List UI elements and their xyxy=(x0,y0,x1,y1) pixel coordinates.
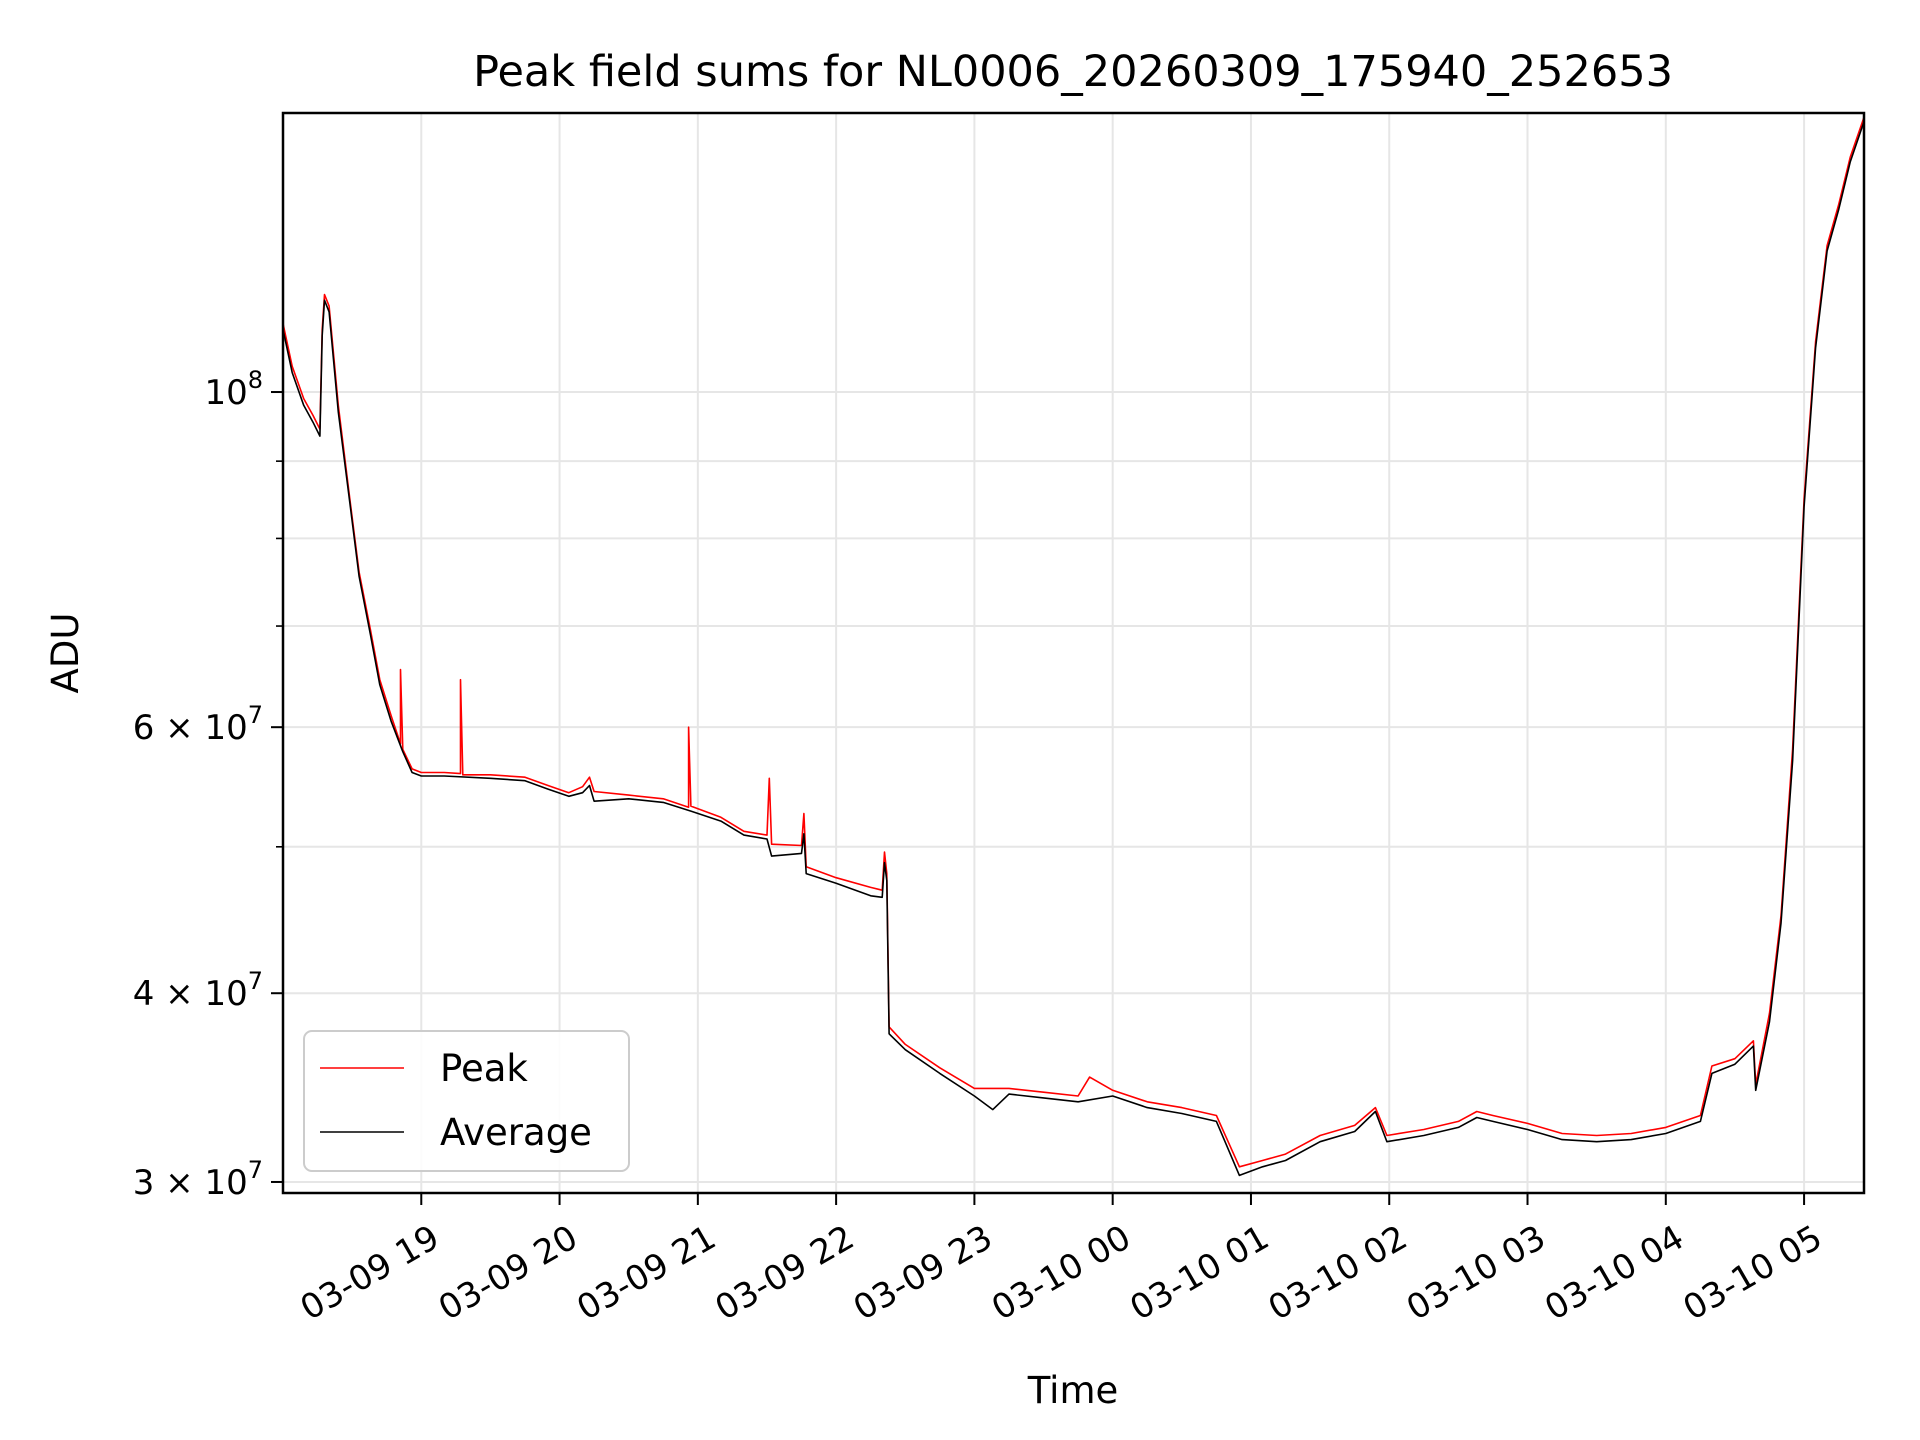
y-tick-label: 3 × 107 xyxy=(133,1156,263,1203)
series-line-average xyxy=(282,121,1865,1177)
y-tick-label: 4 × 107 xyxy=(133,967,263,1014)
legend-label-peak: Peak xyxy=(440,1047,528,1090)
series-line-peak xyxy=(282,117,1865,1168)
legend-box xyxy=(303,1030,630,1172)
series-layer xyxy=(282,117,1865,1177)
y-axis-label: ADU xyxy=(44,613,87,694)
plot-frame xyxy=(281,111,1866,1195)
y-axis: 108 6 × 107 4 × 107 3 × 107 xyxy=(133,366,283,1203)
x-axis-label: Time xyxy=(1027,1369,1119,1412)
y-tick-label: 6 × 107 xyxy=(133,701,263,748)
y-tick-label: 108 xyxy=(204,366,263,413)
chart-title: Peak field sums for NL0006_20260309_1759… xyxy=(473,47,1673,97)
legend: Peak Average xyxy=(303,1030,630,1172)
grid xyxy=(283,113,1864,1193)
legend-label-average: Average xyxy=(440,1111,592,1154)
